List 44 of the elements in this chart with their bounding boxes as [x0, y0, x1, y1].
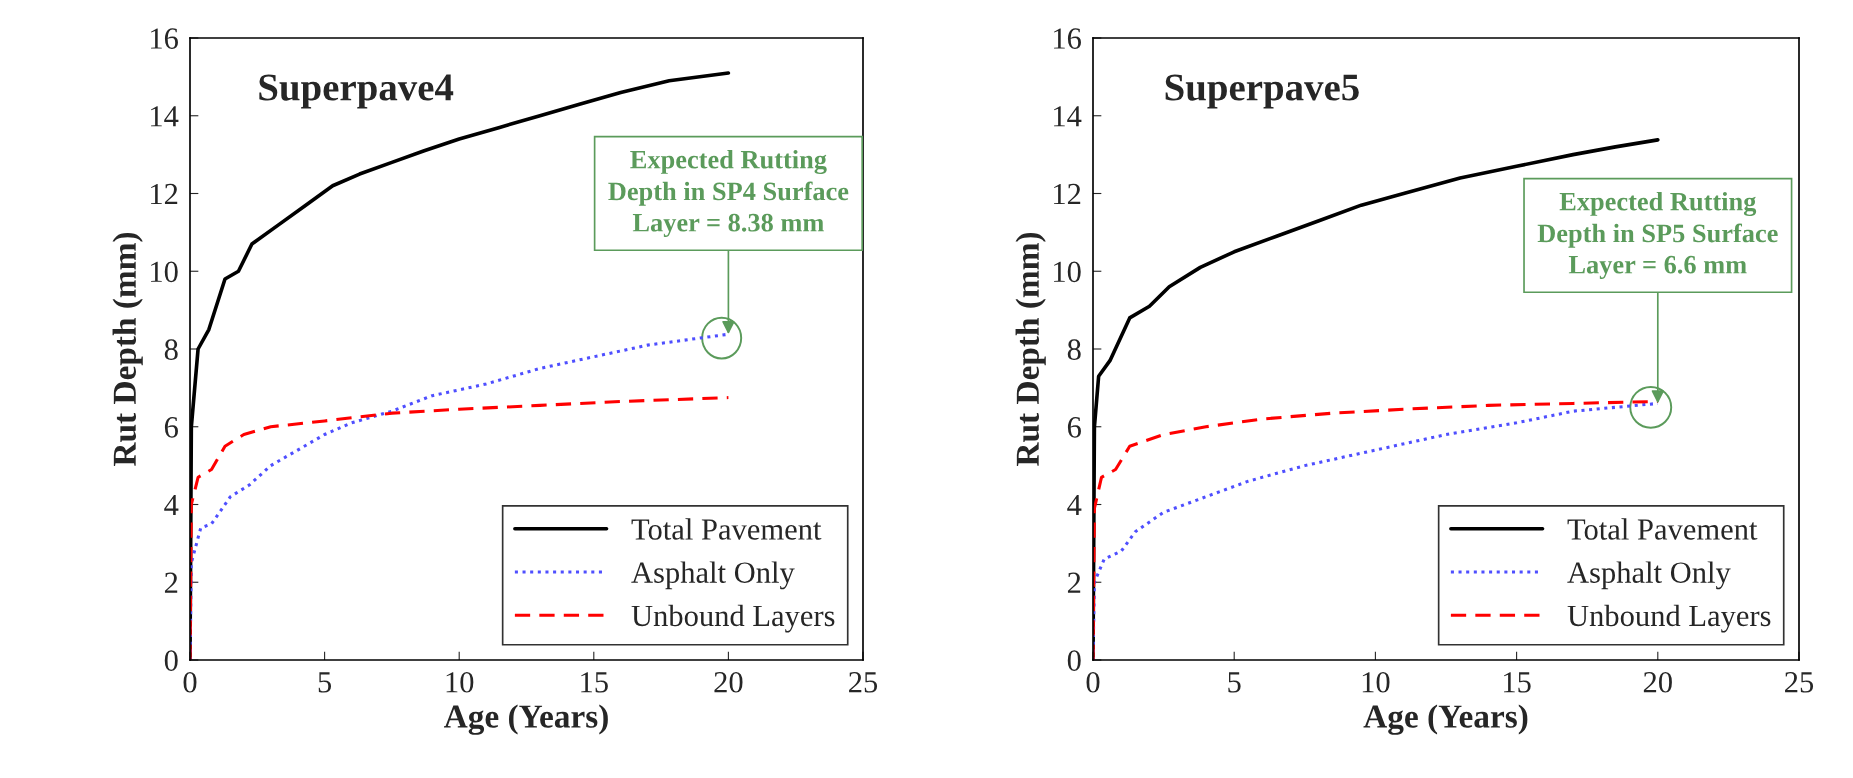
text: Superpave5 — [1165, 74, 1359, 109]
y-tick-label: 4 — [164, 494, 179, 516]
y-tick-label: 8 — [164, 339, 178, 360]
y-tick-label: 10 — [1054, 261, 1081, 283]
y-tick-label: 12 — [151, 183, 178, 205]
y-tick-label: 12 — [1054, 183, 1081, 205]
x-tick-label: 10 — [446, 671, 474, 693]
y-axis-title: Rut Depth (mm) — [1015, 232, 1046, 467]
x-tick-label: 20 — [1643, 671, 1672, 693]
legend-label: Asphalt Only — [631, 561, 795, 590]
y-tick-label: 8 — [1067, 339, 1081, 360]
x-axis-title: Age (Years) — [443, 704, 608, 735]
x-tick-label: 5 — [318, 672, 332, 693]
y-tick-label: 6 — [1067, 417, 1081, 438]
y-tick-label: 16 — [151, 28, 178, 49]
legend-label: Asphalt Only — [1567, 561, 1731, 590]
y-tick-label: 14 — [1054, 106, 1082, 127]
legend-label: Unbound Layers — [631, 604, 835, 633]
x-tick-label: 10 — [1362, 671, 1390, 693]
y-tick-label: 4 — [1067, 494, 1082, 516]
legend-label: Total Pavement — [1567, 518, 1758, 540]
x-tick-label: 5 — [1228, 672, 1241, 693]
x-tick-label: 15 — [581, 672, 608, 693]
x-tick-label: 20 — [714, 671, 743, 693]
y-tick-label: 2 — [164, 572, 178, 593]
legend-label: Unbound Layers — [1567, 604, 1771, 633]
y-axis-title: Rut Depth (mm) — [112, 232, 143, 467]
y-tick-label: 10 — [151, 261, 178, 283]
x-tick-label: 25 — [1785, 672, 1814, 693]
y-tick-label: 2 — [1067, 572, 1081, 593]
y-tick-label: 16 — [1054, 28, 1081, 49]
legend-label: Total Pavement — [631, 518, 822, 540]
annotation: Expected Rutting Depth in SP4 Surface Layer = 8.38 mm — [608, 149, 849, 238]
annotation: Expected Rutting Depth in SP5 Surface Layer = 6.6 mm — [1537, 191, 1778, 280]
y-tick-label: 14 — [151, 106, 179, 127]
x-tick-label: 0 — [183, 671, 197, 693]
x-tick-label: 25 — [849, 672, 878, 693]
x-tick-label: 0 — [1086, 671, 1100, 693]
x-tick-label: 15 — [1504, 672, 1531, 693]
y-tick-label: 0 — [1067, 650, 1081, 671]
y-tick-label: 6 — [164, 417, 178, 438]
y-tick-label: 0 — [164, 650, 178, 671]
x-axis-title: Age (Years) — [1363, 704, 1528, 735]
text: Superpave4 — [259, 74, 454, 109]
